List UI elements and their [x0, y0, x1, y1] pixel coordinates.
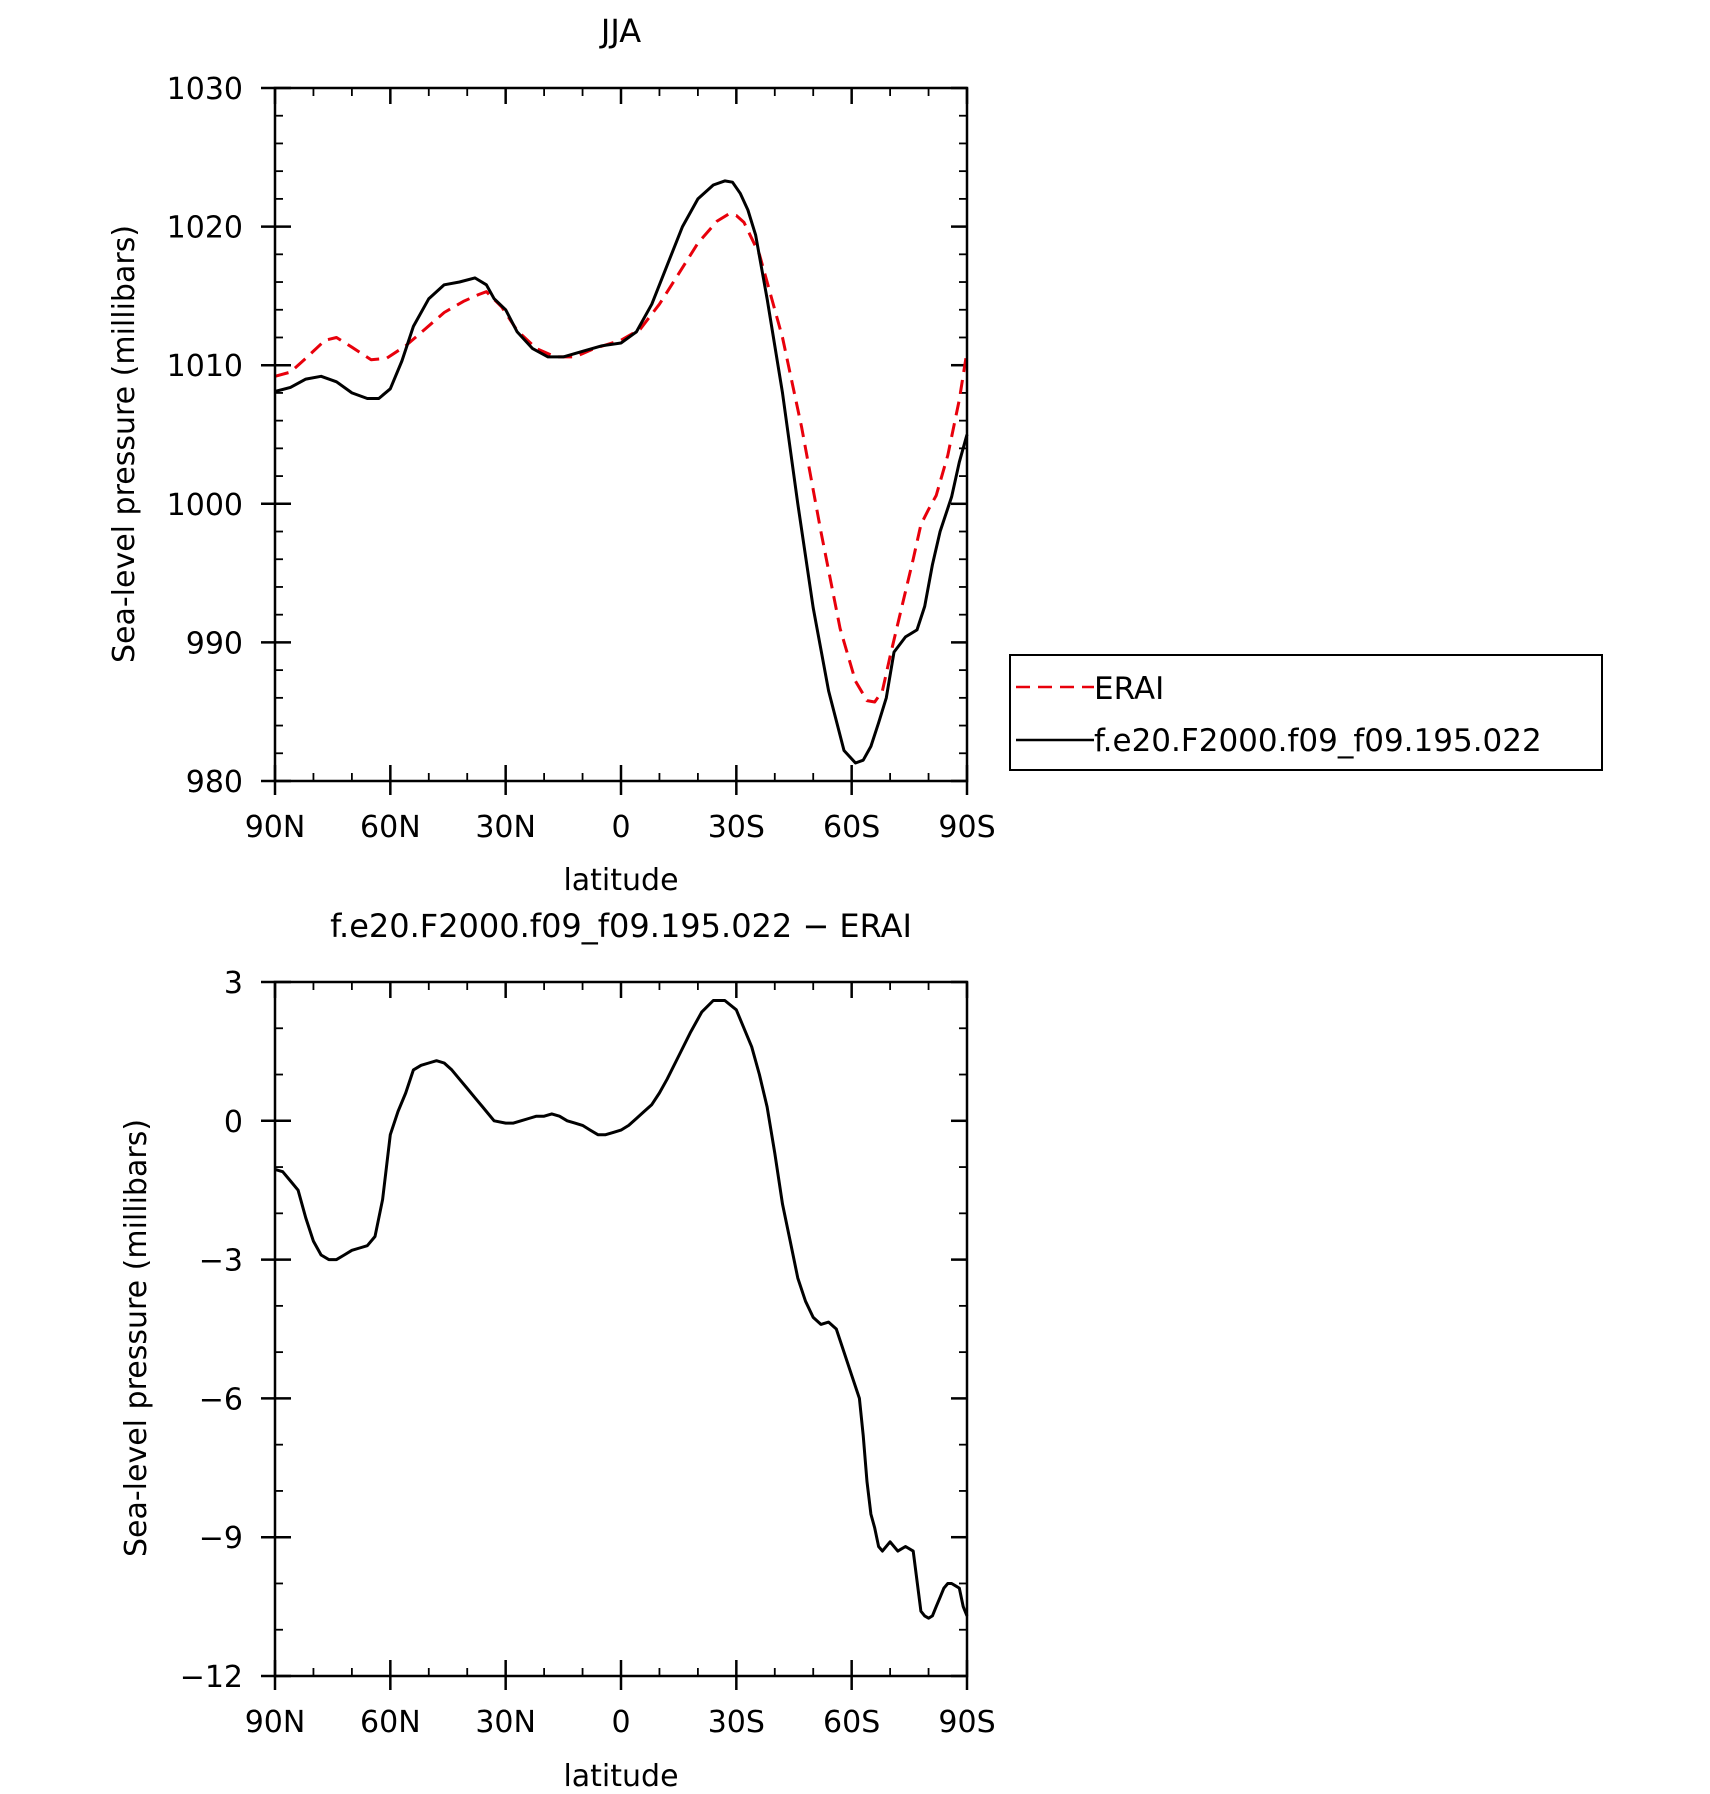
y-axis-title: Sea-level pressure (millibars) [107, 225, 142, 663]
legend-frame [1009, 654, 1603, 771]
x-tick-label: 90S [938, 810, 995, 845]
x-axis-title: latitude [563, 863, 678, 898]
plot-area: 90N 60N 30N 0 30S 60S 90S −12 −9 −6 −3 0 3 [180, 966, 996, 1740]
chart-bottom-panel: f.e20.F2000.f09_f09.195.022 − ERAI 90N 60… [119, 907, 996, 1794]
x-tick-label: 90S [938, 1705, 995, 1740]
chart-title: JJA [599, 12, 641, 50]
plot-frame [273, 980, 969, 1678]
y-tick-label: 1010 [167, 349, 243, 384]
x-tick-label: 0 [611, 1705, 630, 1740]
plot-frame [273, 86, 969, 783]
x-axis-title: latitude [563, 1759, 678, 1794]
y-tick-label: 3 [224, 966, 243, 1001]
erai-series-line [274, 212, 969, 704]
legend-label-erai: ERAI [1094, 671, 1164, 707]
legend-label-model: f.e20.F2000.f09_f09.195.022 [1094, 723, 1542, 759]
y-tick-label: −12 [180, 1660, 243, 1695]
y-tick-label: −6 [199, 1382, 243, 1417]
f-e20-f2000-f09-f09-195-022-series-line [274, 179, 969, 765]
x-tick-label: 60S [823, 1705, 880, 1740]
y-tick-label: −9 [199, 1521, 243, 1556]
y-tick-label: 1020 [167, 211, 243, 246]
x-tick-label: 60S [823, 810, 880, 845]
y-tick-label: −3 [199, 1244, 243, 1279]
x-tick-label: 30N [475, 810, 536, 845]
x-tick-label: 60N [360, 810, 421, 845]
x-tick-label: 0 [611, 810, 630, 845]
x-tick-label: 30S [708, 1705, 765, 1740]
legend: ERAI f.e20.F2000.f09_f09.195.022 [1009, 654, 1603, 771]
y-tick-label: 0 [224, 1105, 243, 1140]
y-axis-title: Sea-level pressure (millibars) [119, 1119, 154, 1557]
y-tick-label: 1030 [167, 72, 243, 107]
x-tick-label: 30N [475, 1705, 536, 1740]
y-tick-label: 1000 [167, 488, 243, 523]
difference-series-line [274, 999, 969, 1620]
y-tick-label: 990 [186, 626, 243, 661]
x-tick-label: 90N [245, 810, 306, 845]
x-tick-label: 90N [245, 1705, 306, 1740]
plot-area: 90N 60N 30N 0 30S 60S 90S 980 990 1000 1010 1020 103… [167, 72, 996, 845]
x-tick-label: 30S [708, 810, 765, 845]
chart-title: f.e20.F2000.f09_f09.195.022 − ERAI [330, 907, 912, 945]
x-tick-label: 60N [360, 1705, 421, 1740]
y-tick-label: 980 [186, 765, 243, 800]
chart-top-panel: JJA 90N 60N 30N 0 30S 60S 90S 980 990 1000 1010 102… [107, 12, 1603, 898]
